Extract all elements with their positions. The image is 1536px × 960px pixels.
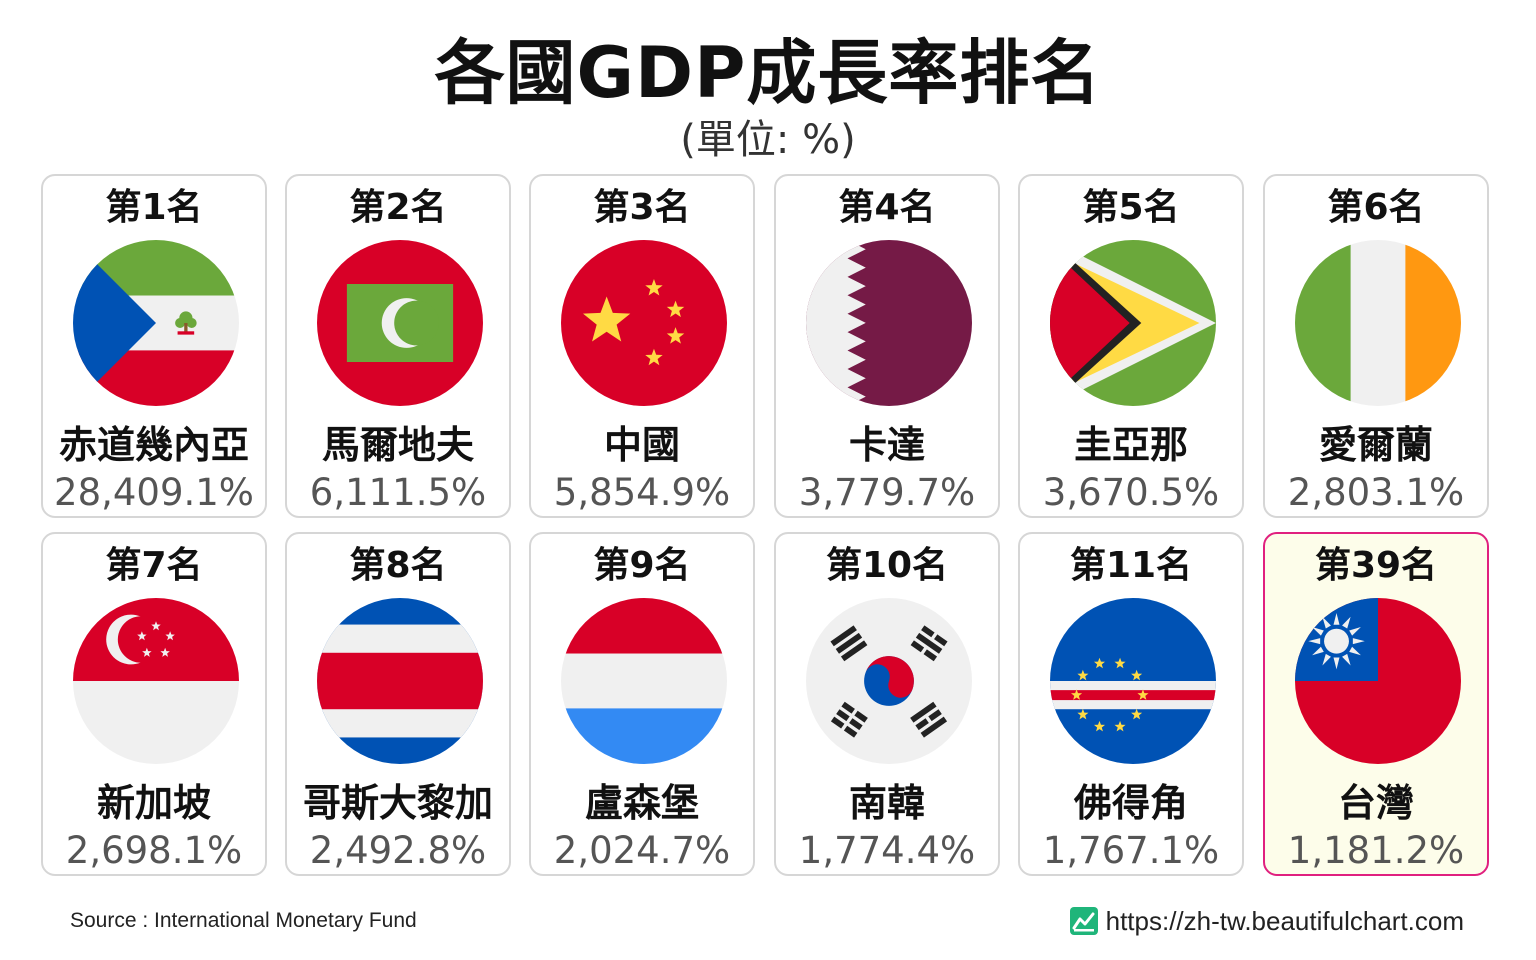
rank-label: 第2名 (349, 187, 447, 228)
ranking-card: 第6名 愛爾蘭 2,803.1% (1263, 174, 1489, 518)
growth-value: 2,698.1% (65, 829, 243, 872)
luxembourg-flag-icon (561, 598, 727, 764)
country-name: 赤道幾內亞 (58, 423, 249, 467)
taiwan-flag-icon (1295, 598, 1461, 764)
qatar-flag-icon (806, 240, 972, 406)
growth-value: 3,779.7% (798, 471, 976, 514)
growth-value: 3,670.5% (1042, 471, 1220, 514)
ranking-card: 第9名 盧森堡 2,024.7% (529, 532, 755, 876)
rank-label: 第6名 (1327, 187, 1425, 228)
growth-value: 5,854.9% (553, 471, 731, 514)
rank-label: 第8名 (349, 545, 447, 586)
country-name: 中國 (603, 423, 680, 467)
china-flag-icon (561, 240, 727, 406)
rank-label: 第39名 (1314, 545, 1438, 586)
south-korea-flag-icon (806, 598, 972, 764)
ranking-card: 第7名 新加坡 2,698.1% (41, 532, 267, 876)
ireland-flag-icon (1295, 240, 1461, 406)
guyana-flag-icon (1050, 240, 1216, 406)
growth-value: 1,774.4% (798, 829, 976, 872)
rank-label: 第4名 (838, 187, 936, 228)
rank-label: 第10名 (825, 545, 949, 586)
country-name: 新加坡 (96, 781, 211, 825)
cape-verde-flag-icon (1050, 598, 1216, 764)
ranking-card: 第4名 卡達 3,779.7% (774, 174, 1000, 518)
ranking-card: 第1名 赤道幾內亞 28,409.1% (41, 174, 267, 518)
rank-label: 第7名 (105, 545, 203, 586)
country-name: 愛爾蘭 (1318, 423, 1433, 467)
rank-label: 第11名 (1069, 545, 1193, 586)
source-note: Source : International Monetary Fund (70, 909, 417, 932)
maldives-flag-icon (317, 240, 483, 406)
growth-value: 2,492.8% (309, 829, 487, 872)
country-name: 佛得角 (1073, 781, 1188, 825)
ranking-card: 第5名 圭亞那 3,670.5% (1018, 174, 1244, 518)
country-name: 卡達 (848, 423, 925, 467)
rank-label: 第3名 (593, 187, 691, 228)
country-name: 台灣 (1337, 781, 1414, 825)
rank-label: 第9名 (593, 545, 691, 586)
country-name: 馬爾地夫 (321, 423, 474, 467)
rank-label: 第5名 (1082, 187, 1180, 228)
growth-value: 1,767.1% (1042, 829, 1220, 872)
growth-value: 28,409.1% (54, 471, 254, 514)
growth-value: 2,024.7% (553, 829, 731, 872)
singapore-flag-icon (73, 598, 239, 764)
country-name: 哥斯大黎加 (302, 781, 493, 825)
growth-value: 2,803.1% (1287, 471, 1465, 514)
rank-label: 第1名 (105, 187, 203, 228)
chart-line-icon (1069, 907, 1098, 935)
country-name: 南韓 (848, 781, 925, 825)
equatorial-guinea-flag-icon (73, 240, 239, 406)
costa-rica-flag-icon (317, 598, 483, 764)
ranking-card: 第39名 台灣 1,181.2% (1263, 532, 1489, 876)
country-name: 盧森堡 (584, 781, 699, 825)
ranking-card: 第2名 馬爾地夫 6,111.5% (285, 174, 511, 518)
growth-value: 6,111.5% (309, 471, 487, 514)
ranking-card: 第8名 哥斯大黎加 2,492.8% (285, 532, 511, 876)
chart-title: 各國GDP成長率排名 (434, 32, 1102, 114)
growth-value: 1,181.2% (1287, 829, 1465, 872)
ranking-card: 第3名 中國 5,854.9% (529, 174, 755, 518)
country-name: 圭亞那 (1073, 423, 1188, 467)
ranking-card: 第11名 佛得角 1,767.1% (1018, 532, 1244, 876)
site-link[interactable]: https://zh-tw.beautifulchart.com (1069, 904, 1464, 938)
chart-subtitle: (單位: %) (680, 117, 856, 163)
ranking-card: 第10名 南韓 1,774.4% (774, 532, 1000, 876)
site-url: https://zh-tw.beautifulchart.com (1105, 906, 1464, 936)
